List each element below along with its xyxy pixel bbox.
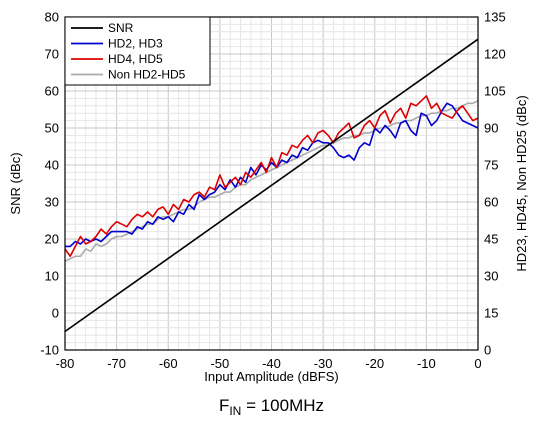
chart-caption: FIN = 100MHz xyxy=(219,396,324,418)
x-tick-label: -20 xyxy=(365,356,384,371)
x-tick-label: 0 xyxy=(474,356,481,371)
caption-rest: = 100MHz xyxy=(241,396,324,415)
series-line-0 xyxy=(64,38,479,333)
y2-tick-label: 30 xyxy=(484,269,498,284)
legend-label-3: Non HD2-HD5 xyxy=(108,68,186,82)
legend-label-0: SNR xyxy=(108,21,134,35)
x-tick-label: -30 xyxy=(314,356,333,371)
y2-axis-label: HD23, HD45, Non HD25 (dBc) xyxy=(514,95,529,271)
y2-tick-label: 0 xyxy=(484,343,491,358)
y-tick-label: 60 xyxy=(45,84,59,99)
caption-sub: IN xyxy=(229,404,241,418)
y2-tick-label: 105 xyxy=(484,84,506,99)
x-axis-label: Input Amplitude (dBFS) xyxy=(204,369,338,384)
y-tick-label: 70 xyxy=(45,47,59,62)
series-line-2 xyxy=(64,95,479,258)
y-tick-label: 0 xyxy=(52,306,59,321)
y2-tick-label: 60 xyxy=(484,195,498,210)
y2-tick-label: 75 xyxy=(484,158,498,173)
y2-tick-label: 90 xyxy=(484,121,498,136)
series-lines xyxy=(64,38,479,333)
x-tick-label: -80 xyxy=(56,356,75,371)
plot-frame xyxy=(64,16,479,351)
x-tick-label: -70 xyxy=(107,356,126,371)
series-line-1 xyxy=(65,102,479,248)
y2-tick-label: 135 xyxy=(484,10,506,25)
x-tick-label: -60 xyxy=(159,356,178,371)
y-tick-label: -10 xyxy=(40,343,59,358)
y2-tick-label: 120 xyxy=(484,47,506,62)
y-tick-label: 30 xyxy=(45,195,59,210)
caption-main: F xyxy=(219,396,229,415)
y-axis-label: SNR (dBc) xyxy=(8,152,23,214)
legend-label-2: HD4, HD5 xyxy=(108,52,163,66)
legend-label-1: HD2, HD3 xyxy=(108,37,163,51)
y-tick-label: 20 xyxy=(45,232,59,247)
y-tick-label: 50 xyxy=(45,121,59,136)
y-tick-label: 10 xyxy=(45,269,59,284)
x-tick-label: -10 xyxy=(417,356,436,371)
x-tick-label: -40 xyxy=(262,356,281,371)
y2-tick-label: 15 xyxy=(484,306,498,321)
y2-tick-label: 45 xyxy=(484,232,498,247)
tick-labels: -80 -70 -60 -50 -40 -30 -20 -10 0 -10 0 10 20 30 40 50 6… xyxy=(40,10,506,372)
y-tick-label: 80 xyxy=(45,10,59,25)
y-tick-label: 40 xyxy=(45,158,59,173)
x-tick-label: -50 xyxy=(210,356,229,371)
